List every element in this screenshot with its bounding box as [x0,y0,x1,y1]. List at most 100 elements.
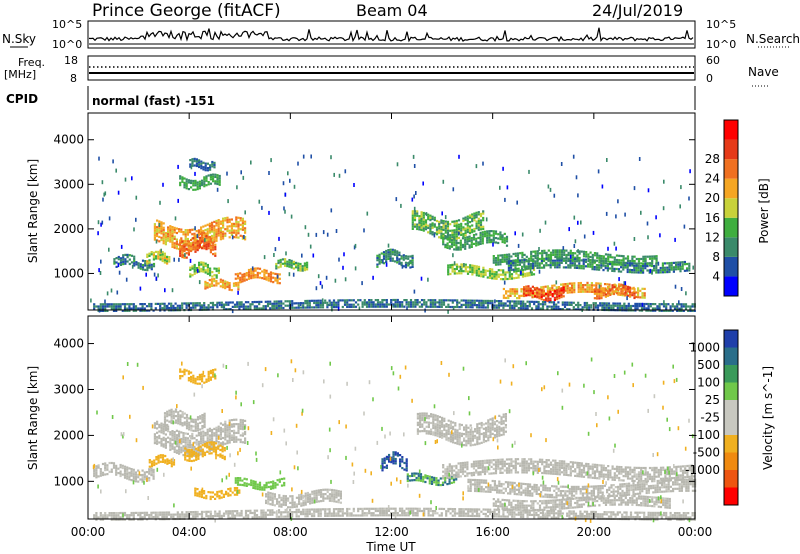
heatmap-cell [438,301,441,304]
heatmap-cell [302,154,305,159]
heatmap-cell [190,453,193,456]
heatmap-cell [486,236,489,240]
heatmap-cell [146,253,149,256]
heatmap-cell [306,498,309,501]
heatmap-cell [602,292,605,295]
heatmap-cell [180,440,183,443]
heatmap-cell [179,377,182,380]
heatmap-cell [157,255,160,258]
heatmap-cell [304,503,307,506]
heatmap-cell [189,165,192,168]
heatmap-cell [665,303,668,306]
heatmap-cell [126,475,129,478]
heatmap-cell [203,492,206,495]
heatmap-cell [150,302,153,306]
heatmap-cell [436,417,439,420]
heatmap-cell [211,437,214,440]
heatmap-cell [475,222,478,225]
heatmap-cell [180,446,183,449]
heatmap-cell [162,436,165,439]
heatmap-cell [236,493,239,496]
heatmap-cell [611,269,614,272]
heatmap-cell [161,454,165,457]
heatmap-cell [435,479,438,482]
heatmap-cell [183,421,186,424]
heatmap-cell [217,269,220,272]
heatmap-cell [219,429,222,432]
heatmap-cell [688,267,691,270]
heatmap-cell [200,304,204,307]
heatmap-cell [217,234,220,237]
heatmap-cell [123,470,127,473]
heatmap-cell [418,221,421,224]
heatmap-cell [160,238,163,242]
heatmap-cell [495,304,498,307]
heatmap-cell [598,297,601,300]
heatmap-cell [219,437,222,440]
heatmap-cell [435,228,439,231]
heatmap-cell [499,269,503,272]
heatmap-cell [445,299,448,302]
heatmap-cell [211,237,214,240]
heatmap-cell [487,428,490,431]
heatmap-cell [168,411,171,414]
heatmap-cell [494,241,498,244]
heatmap-cell [368,299,371,302]
heatmap-cell [245,274,248,277]
heatmap-cell [396,298,399,302]
heatmap-cell [459,244,462,247]
heatmap-cell [587,255,590,258]
heatmap-cell [307,232,310,237]
heatmap-cell [577,303,580,307]
nsky-left-tick-top: 10^5 [52,18,82,31]
heatmap-cell [411,214,414,217]
heatmap-cell [533,300,536,303]
heatmap-cell [505,290,508,293]
heatmap-cell [478,438,481,441]
heatmap-cell [644,255,647,258]
heatmap-cell [239,223,242,226]
heatmap-cell [143,307,146,310]
heatmap-cell [578,260,581,263]
heatmap-cell [416,303,419,306]
heatmap-cell [203,234,206,237]
heatmap-cell [130,479,133,482]
heatmap-cell [449,223,452,226]
heatmap-cell [278,478,281,481]
heatmap-cell [553,290,556,293]
heatmap-cell [523,261,526,264]
heatmap-cell [168,414,171,417]
heatmap-cell [295,505,298,508]
heatmap-cell [226,285,229,288]
heatmap-cell [209,274,212,277]
heatmap-cell [192,241,195,244]
heatmap-cell [236,483,240,486]
heatmap-cell [178,228,181,231]
heatmap-cell [235,436,238,439]
heatmap-cell [264,300,267,303]
heatmap-cell [443,417,446,420]
heatmap-cell [315,491,318,495]
heatmap-cell [164,433,167,436]
heatmap-cell [446,223,450,226]
heatmap-cell [466,270,470,273]
heatmap-cell [214,254,217,257]
heatmap-cell [462,228,465,231]
heatmap-cell [491,272,494,275]
heatmap-cell [573,257,576,261]
heatmap-cell [237,236,240,239]
heatmap-cell [452,432,455,435]
heatmap-cell [420,226,423,229]
heatmap-cell [409,255,412,258]
heatmap-cell [224,280,227,283]
heatmap-cell [429,223,432,226]
heatmap-cell [478,299,481,302]
heatmap-cell [537,307,540,310]
heatmap-cell [180,230,183,233]
heatmap-cell [629,304,633,308]
heatmap-cell [469,433,472,436]
heatmap-cell [633,288,636,291]
heatmap-cell [132,470,135,474]
heatmap-cell [435,477,438,480]
heatmap-cell [254,485,257,488]
